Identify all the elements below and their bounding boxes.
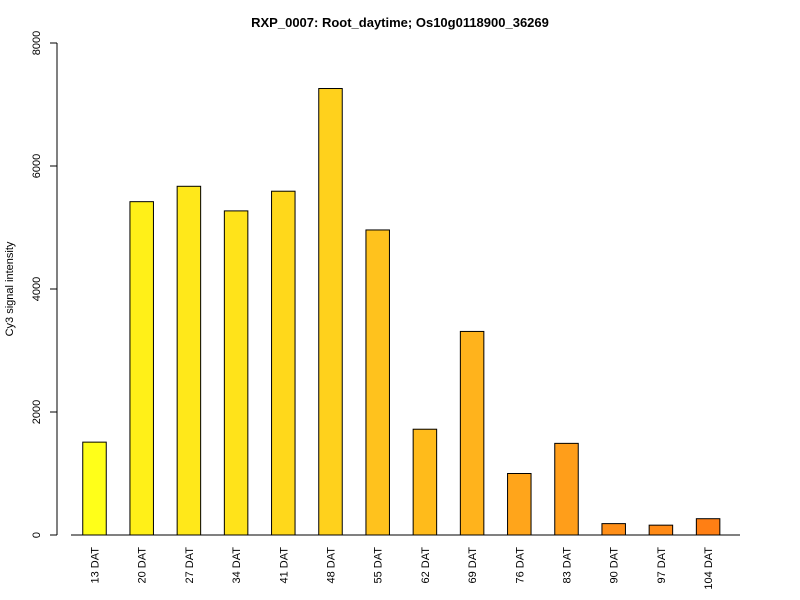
bar-62-dat bbox=[412, 428, 438, 536]
bar-34-dat bbox=[223, 210, 249, 536]
bar-20-dat bbox=[129, 201, 154, 536]
x-tick-label: 83 DAT bbox=[562, 547, 574, 584]
y-tick-label: 4000 bbox=[31, 277, 43, 301]
x-tick-label: 41 DAT bbox=[278, 547, 290, 584]
x-tick-label: 20 DAT bbox=[137, 547, 149, 584]
y-axis: 0 2000 4000 6000 8000 bbox=[31, 31, 58, 538]
x-tick-label: 69 DAT bbox=[467, 547, 479, 584]
bars-group bbox=[82, 88, 721, 536]
bar-55-dat bbox=[365, 229, 390, 536]
x-tick-label: 13 DAT bbox=[90, 547, 102, 584]
y-axis-label: Cy3 signal intensity bbox=[4, 241, 16, 336]
x-tick-label: 27 DAT bbox=[184, 547, 196, 584]
bar-104-dat bbox=[695, 518, 721, 536]
y-tick-label: 8000 bbox=[31, 31, 43, 55]
y-tick-label: 6000 bbox=[31, 154, 43, 178]
bar-48-dat bbox=[318, 88, 343, 536]
bar-90-dat bbox=[601, 523, 626, 536]
x-tick-label: 76 DAT bbox=[514, 547, 526, 584]
x-axis: 13 DAT 20 DAT 27 DAT 34 DAT 41 DAT 48 DAT 55 D… bbox=[71, 534, 740, 590]
bar-83-dat bbox=[554, 442, 579, 536]
bar-97-dat bbox=[648, 524, 674, 536]
bar-41-dat bbox=[271, 190, 296, 536]
x-tick-label: 90 DAT bbox=[609, 547, 621, 584]
y-tick-label: 0 bbox=[31, 532, 43, 538]
bar-69-dat bbox=[459, 330, 485, 536]
x-tick-label: 55 DAT bbox=[373, 547, 385, 584]
x-tick-label: 104 DAT bbox=[703, 547, 715, 590]
x-tick-label: 34 DAT bbox=[231, 547, 243, 584]
bar-27-dat bbox=[176, 185, 202, 536]
x-tick-label: 48 DAT bbox=[326, 547, 338, 584]
bar-13-dat bbox=[82, 441, 107, 536]
x-tick-label: 62 DAT bbox=[420, 547, 432, 584]
x-tick-label: 97 DAT bbox=[656, 547, 668, 584]
bar-76-dat bbox=[507, 473, 532, 536]
y-tick-label: 2000 bbox=[31, 400, 43, 424]
chart-title: RXP_0007: Root_daytime; Os10g0118900_362… bbox=[251, 15, 549, 30]
